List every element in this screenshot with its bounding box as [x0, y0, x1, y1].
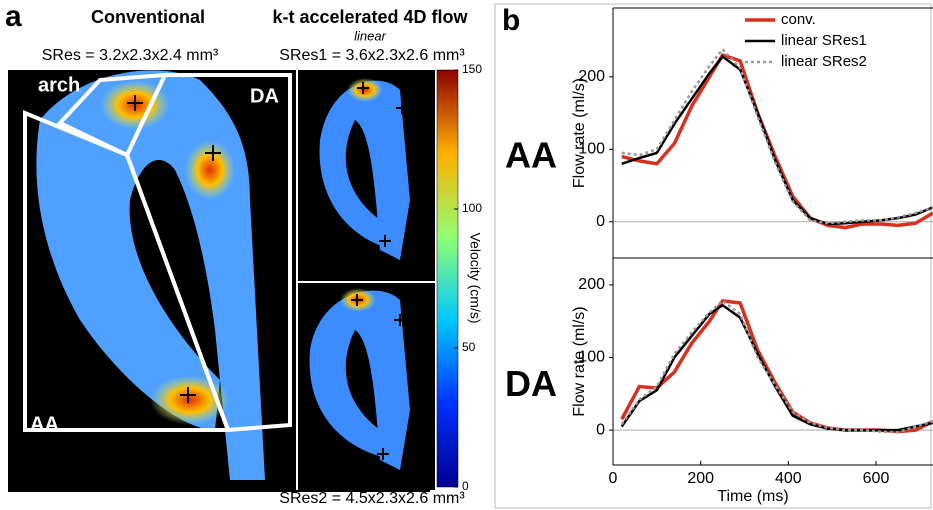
panel-frame	[494, 3, 932, 509]
region-label: AA	[30, 413, 59, 435]
heading: Conventional	[91, 7, 205, 27]
x-tick-label: 600	[863, 470, 890, 487]
line-series	[621, 47, 933, 225]
resolution: SRes = 3.2x2.3x2.4 mm³	[42, 47, 219, 64]
line-series	[620, 303, 933, 432]
region-outlines	[23, 72, 292, 433]
colorbar	[436, 69, 459, 488]
y-axis-label: Flow rate (ml/s)	[571, 306, 588, 416]
colorbar-tick-label: 50	[462, 340, 476, 354]
line-series	[621, 54, 933, 226]
markers	[127, 82, 408, 460]
line-series	[621, 53, 933, 230]
y-tick-label: 0	[596, 213, 605, 230]
x-tick-label: 200	[687, 470, 714, 487]
region-label: arch	[38, 74, 80, 96]
panel-label: AA	[505, 135, 557, 176]
panel-letter: b	[502, 4, 520, 37]
colorbar-tick-label: 0	[462, 479, 469, 493]
heading: k-t accelerated 4D flow	[272, 7, 468, 27]
y-tick-label: 100	[578, 349, 605, 366]
colorbar-tick-label: 100	[462, 201, 482, 215]
y-axis-label: Flow rate (ml/s)	[571, 78, 588, 188]
x-tick-label: 400	[775, 470, 802, 487]
x-tick-label: 0	[609, 470, 618, 487]
y-tick-label: 100	[578, 141, 605, 158]
resolution: SRes1 = 3.6x2.3x2.6 mm³	[279, 47, 465, 64]
subheading: linear	[354, 28, 386, 43]
region-label: DA	[250, 85, 279, 107]
line-series	[620, 299, 933, 434]
legend-label: linear SRes2	[781, 53, 867, 70]
legend-label: linear SRes1	[781, 32, 867, 49]
vessel-accelerated	[297, 70, 435, 490]
legend-label: conv.	[781, 11, 816, 28]
panel-letter: a	[5, 0, 22, 33]
colorbar-label: Velocity (cm/s)	[467, 232, 483, 323]
y-tick-label: 200	[578, 68, 605, 85]
x-axis-label: Time (ms)	[717, 488, 788, 505]
resolution: SRes2 = 4.5x2.3x2.6 mm³	[279, 490, 465, 507]
panel-label: DA	[505, 363, 557, 404]
colorbar-tick-label: 150	[462, 62, 482, 76]
y-tick-label: 200	[578, 276, 605, 293]
y-tick-label: 0	[596, 421, 605, 438]
